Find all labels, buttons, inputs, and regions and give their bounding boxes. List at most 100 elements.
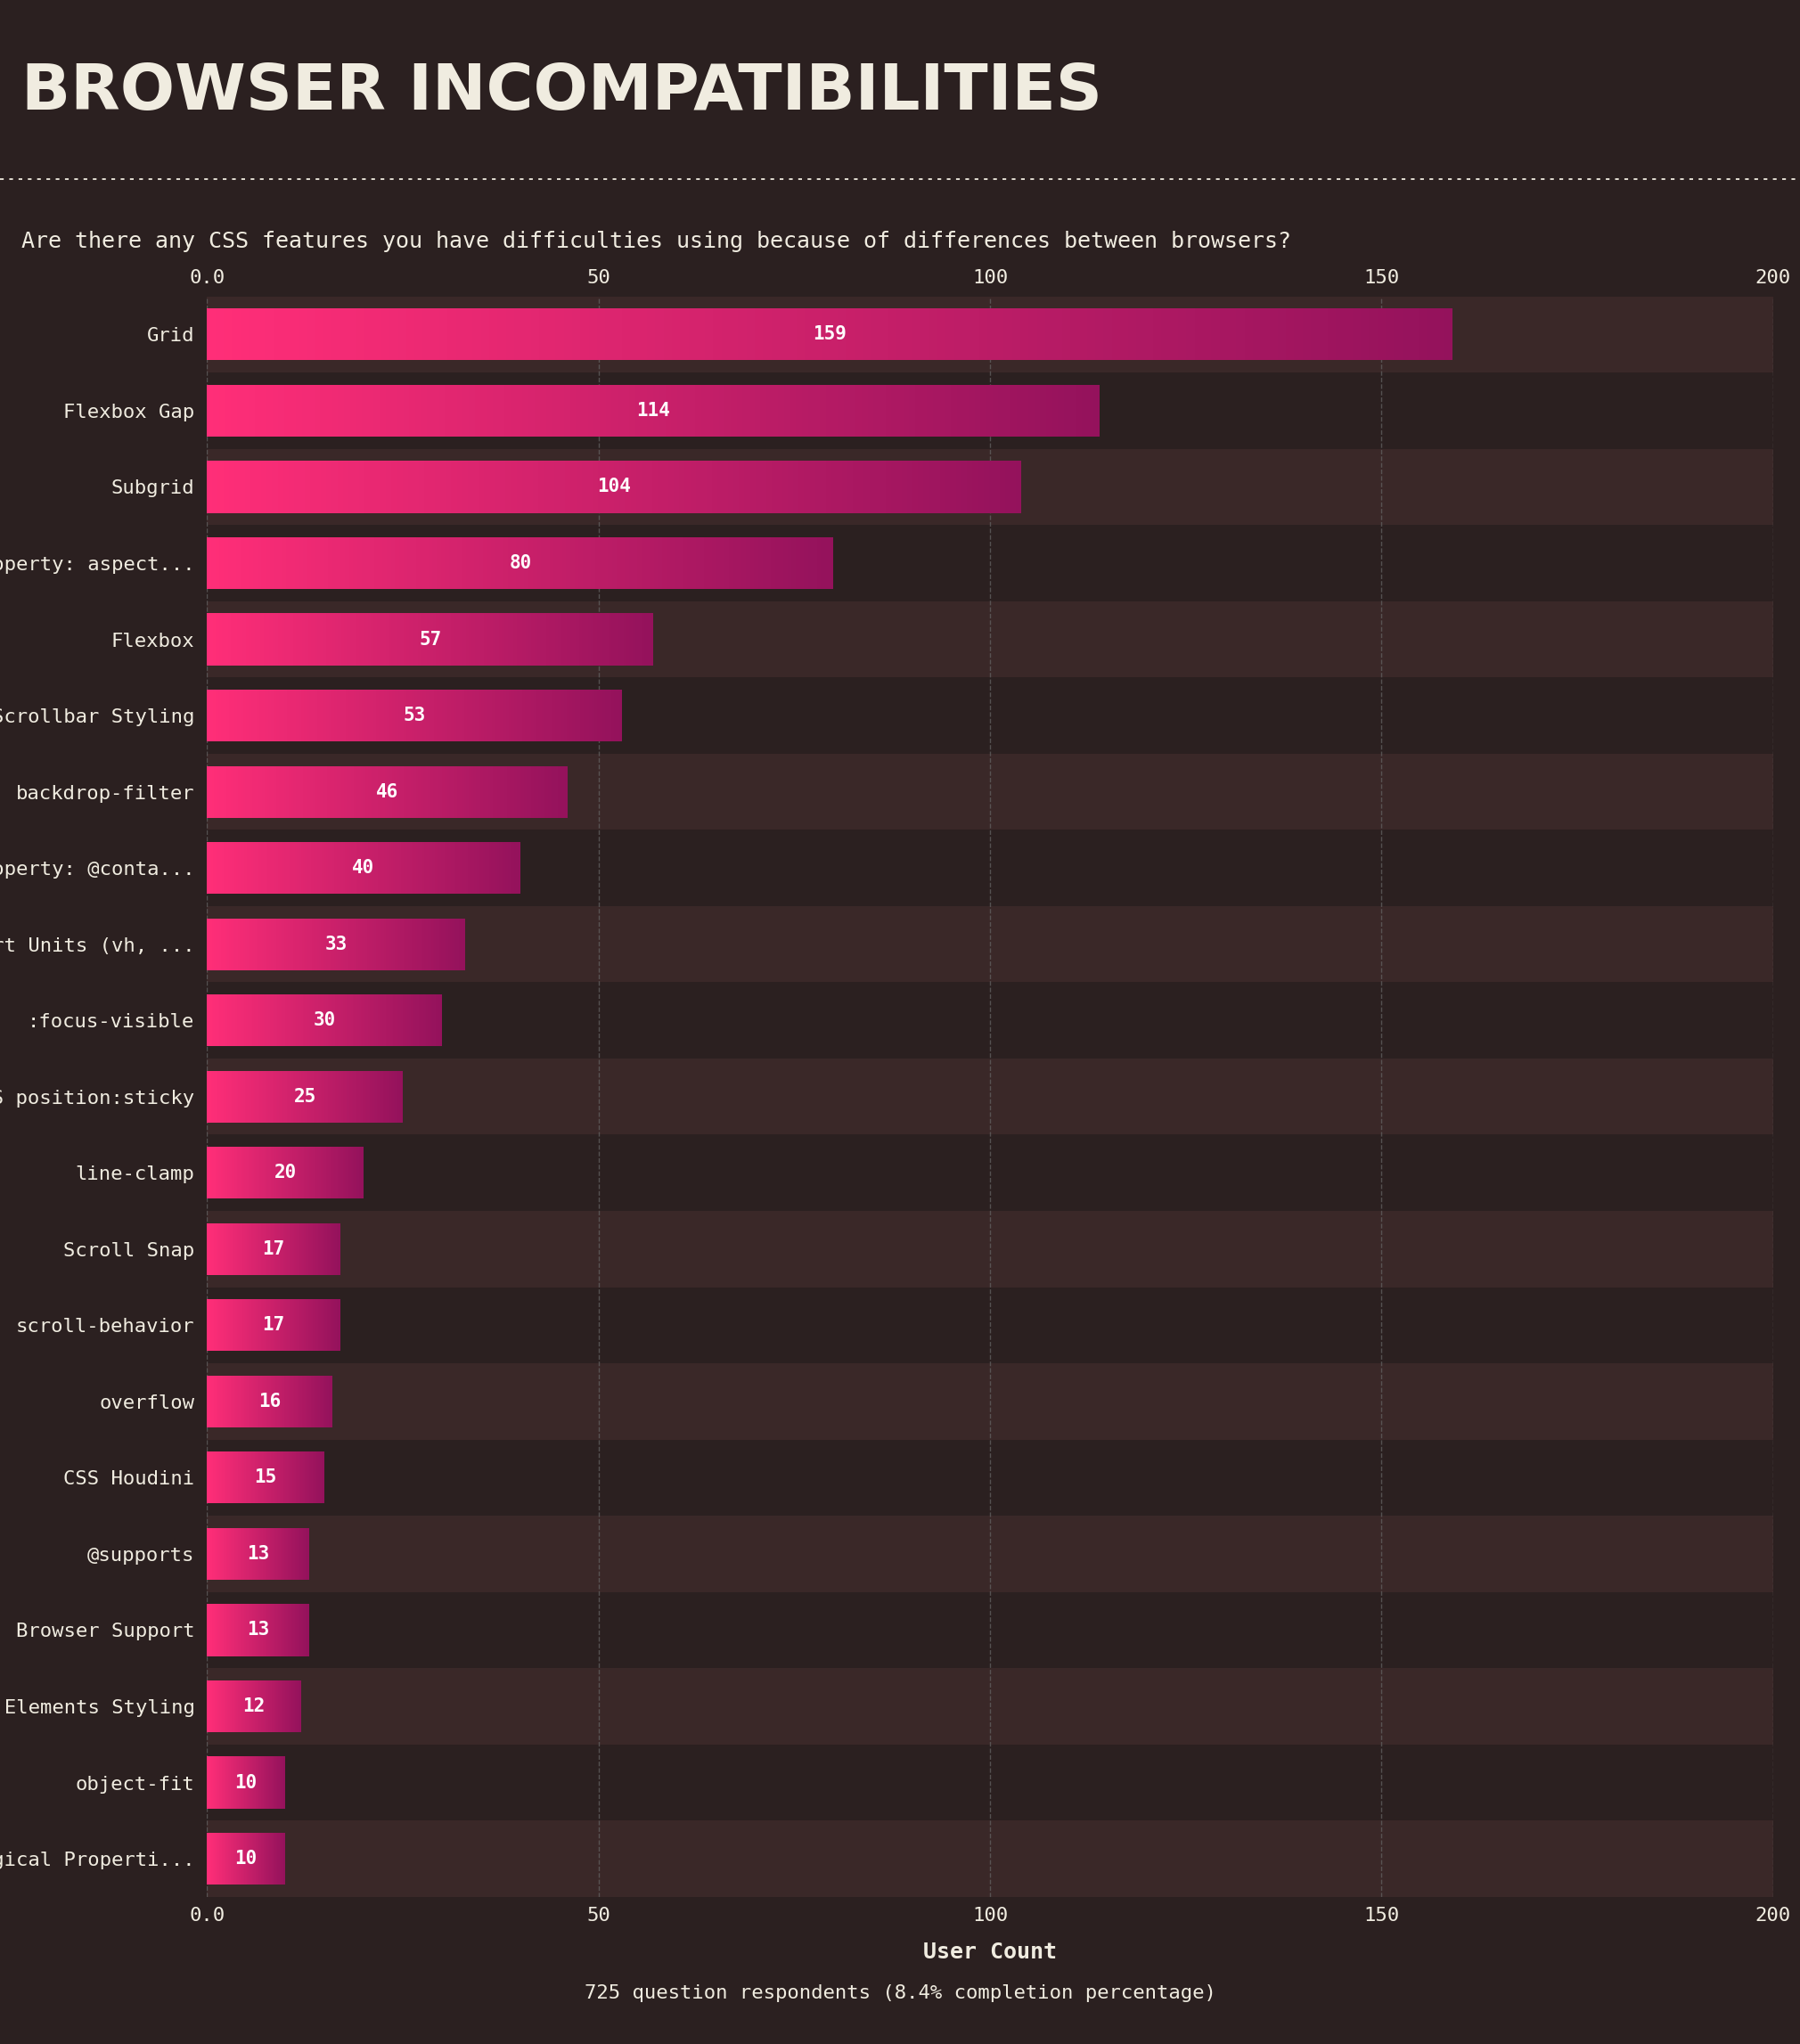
Bar bbox=[443, 842, 445, 893]
Bar bbox=[859, 462, 864, 513]
Bar bbox=[506, 462, 511, 513]
Bar bbox=[499, 842, 502, 893]
Bar bbox=[493, 842, 495, 893]
Bar bbox=[245, 538, 248, 589]
Bar bbox=[1046, 309, 1055, 360]
Bar bbox=[398, 309, 407, 360]
Bar bbox=[650, 613, 653, 664]
Bar bbox=[391, 918, 392, 971]
Bar bbox=[216, 842, 218, 893]
Bar bbox=[227, 918, 229, 971]
Bar bbox=[410, 766, 414, 818]
Bar bbox=[493, 613, 495, 664]
Bar bbox=[495, 613, 499, 664]
Bar bbox=[389, 309, 398, 360]
Bar bbox=[229, 538, 232, 589]
Bar bbox=[275, 613, 279, 664]
Bar bbox=[450, 538, 454, 589]
Bar bbox=[445, 689, 448, 742]
Bar bbox=[358, 766, 360, 818]
Bar bbox=[229, 842, 230, 893]
Bar bbox=[853, 462, 859, 513]
Bar bbox=[470, 842, 472, 893]
Bar bbox=[430, 689, 434, 742]
Bar bbox=[257, 842, 259, 893]
Bar bbox=[349, 918, 351, 971]
Bar bbox=[614, 309, 623, 360]
Bar bbox=[1228, 309, 1237, 360]
Bar bbox=[995, 309, 1004, 360]
Text: 33: 33 bbox=[326, 936, 347, 953]
Bar bbox=[416, 918, 418, 971]
Bar bbox=[358, 462, 365, 513]
Bar bbox=[704, 538, 709, 589]
Bar bbox=[416, 842, 418, 893]
Bar bbox=[736, 384, 743, 437]
Bar bbox=[248, 918, 250, 971]
Bar bbox=[671, 538, 675, 589]
Bar bbox=[248, 766, 250, 818]
Bar bbox=[970, 309, 979, 360]
Bar bbox=[443, 766, 445, 818]
Bar bbox=[342, 689, 346, 742]
Bar bbox=[391, 538, 396, 589]
Bar bbox=[374, 384, 380, 437]
Bar bbox=[389, 766, 392, 818]
Bar bbox=[1361, 309, 1370, 360]
Bar bbox=[491, 689, 495, 742]
Bar bbox=[265, 766, 266, 818]
Bar bbox=[497, 842, 499, 893]
Bar bbox=[558, 384, 565, 437]
Bar bbox=[207, 1744, 1773, 1821]
Bar bbox=[293, 766, 295, 818]
Bar bbox=[713, 538, 716, 589]
Bar bbox=[340, 538, 346, 589]
Bar bbox=[311, 918, 313, 971]
Text: 114: 114 bbox=[637, 403, 670, 419]
Bar bbox=[317, 766, 320, 818]
Bar bbox=[1303, 309, 1310, 360]
Bar bbox=[506, 309, 515, 360]
Bar bbox=[311, 538, 315, 589]
Bar bbox=[446, 766, 450, 818]
Bar bbox=[380, 842, 382, 893]
Bar bbox=[207, 983, 1773, 1059]
Bar bbox=[641, 384, 648, 437]
Bar bbox=[457, 613, 461, 664]
Bar bbox=[268, 689, 270, 742]
Bar bbox=[599, 384, 607, 437]
Bar bbox=[266, 918, 268, 971]
Bar bbox=[475, 689, 479, 742]
Bar bbox=[207, 842, 209, 893]
Bar bbox=[263, 689, 265, 742]
Bar bbox=[234, 918, 236, 971]
Bar bbox=[317, 918, 319, 971]
Bar bbox=[344, 613, 347, 664]
Bar bbox=[1435, 309, 1444, 360]
Bar bbox=[225, 384, 230, 437]
Bar bbox=[502, 689, 506, 742]
Bar bbox=[373, 766, 374, 818]
Bar bbox=[504, 842, 506, 893]
Bar bbox=[855, 384, 862, 437]
Bar bbox=[490, 842, 491, 893]
Bar bbox=[563, 689, 567, 742]
Bar bbox=[788, 309, 797, 360]
Bar bbox=[349, 842, 351, 893]
Bar bbox=[878, 309, 887, 360]
Bar bbox=[369, 538, 374, 589]
Bar bbox=[378, 842, 380, 893]
Bar bbox=[524, 538, 529, 589]
Bar bbox=[428, 538, 432, 589]
Bar bbox=[436, 918, 437, 971]
Bar bbox=[1377, 309, 1386, 360]
Bar bbox=[632, 613, 635, 664]
Bar bbox=[464, 766, 466, 818]
Bar bbox=[401, 918, 403, 971]
Bar bbox=[495, 766, 497, 818]
Bar bbox=[1004, 309, 1012, 360]
Bar bbox=[986, 309, 995, 360]
Bar bbox=[229, 613, 230, 664]
Bar bbox=[380, 384, 385, 437]
Bar bbox=[1310, 309, 1319, 360]
